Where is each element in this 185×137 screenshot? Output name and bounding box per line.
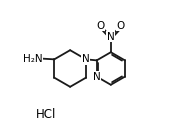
Text: H₂N: H₂N [23,54,43,64]
Text: O: O [97,21,105,31]
Text: HCl: HCl [36,108,56,121]
Text: N: N [107,32,115,42]
Text: N: N [93,72,101,82]
Text: O: O [117,21,125,31]
Text: N: N [82,54,90,64]
